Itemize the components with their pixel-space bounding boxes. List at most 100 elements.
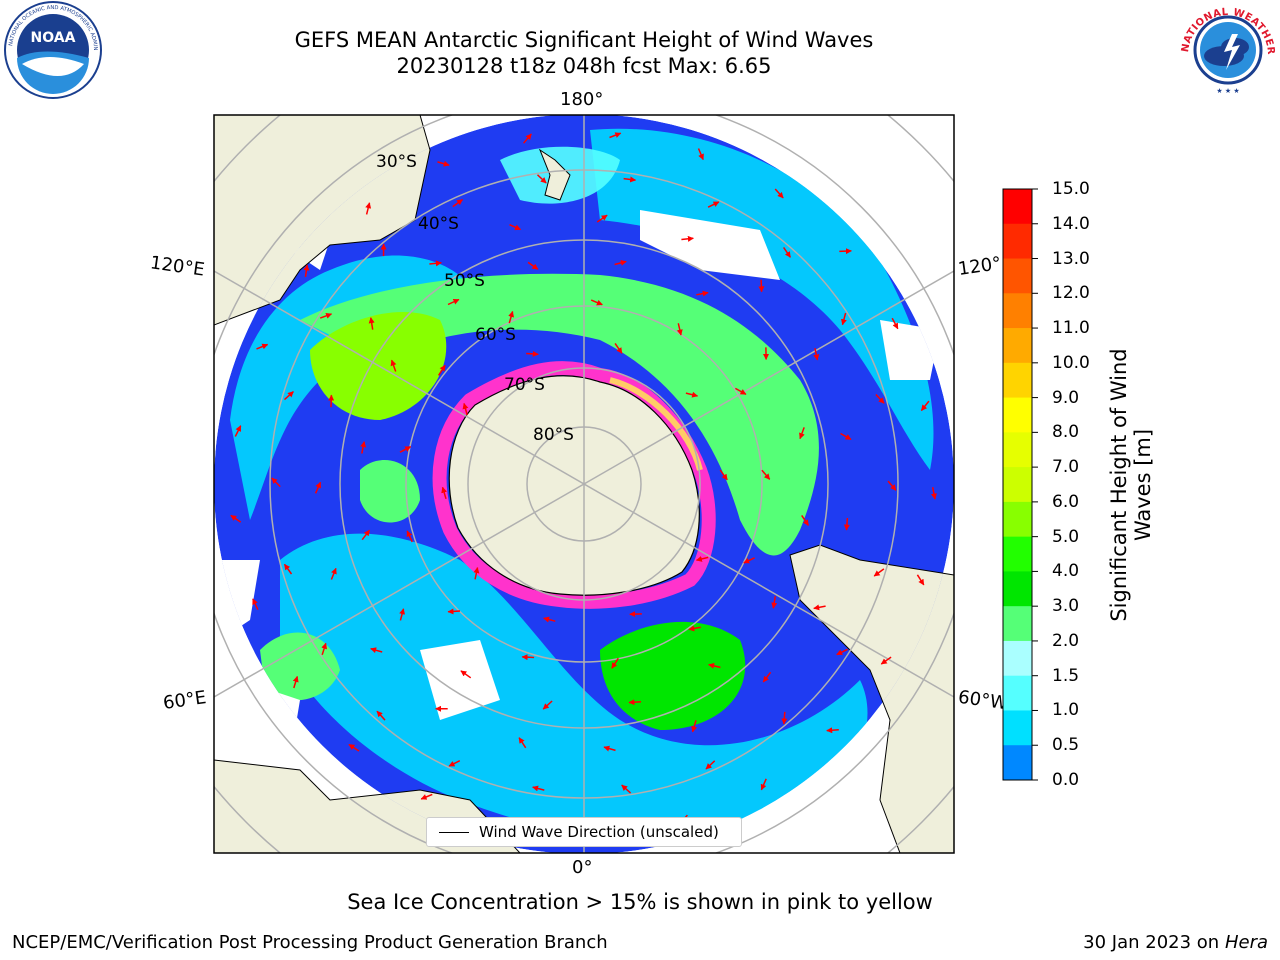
- wind-arrow: [462, 402, 469, 416]
- colorbar-cell: [1003, 640, 1032, 677]
- wind-arrow: [688, 625, 701, 632]
- wind-arrow: [596, 214, 608, 223]
- colorbar-cell: [1003, 745, 1032, 781]
- wind-arrow: [840, 312, 847, 326]
- colorbar-tick-label: 6.0: [1052, 491, 1080, 512]
- wind-arrow: [611, 657, 619, 669]
- wind-arrow: [321, 642, 328, 656]
- lat-label-30s: 30°S: [376, 152, 417, 172]
- colorbar-cell: [1003, 606, 1032, 642]
- colorbar-cell: [1003, 189, 1032, 225]
- wind-arrow: [319, 312, 333, 319]
- colorbar-cell: [1003, 710, 1032, 746]
- colorbar-cell: [1003, 432, 1032, 468]
- wind-arrow: [256, 343, 269, 350]
- wind-arrow: [420, 793, 433, 800]
- wind-arrow: [230, 514, 242, 523]
- map-legend: Wind Wave Direction (unscaled): [426, 817, 742, 847]
- wind-arrow: [685, 391, 699, 398]
- wind-arrow: [799, 427, 805, 440]
- wind-arrow: [695, 556, 709, 562]
- legend-label: Wind Wave Direction (unscaled): [479, 823, 719, 841]
- svg-text:★ ★ ★: ★ ★ ★: [1216, 87, 1239, 95]
- wind-arrow: [603, 745, 616, 752]
- colorbar-tick-label: 11.0: [1052, 318, 1090, 339]
- wind-arrow: [873, 568, 885, 577]
- noaa-logo: NOAA NATIONAL OCEANIC AND ATMOSPHERIC AD…: [2, 0, 102, 99]
- wind-arrow: [758, 279, 765, 293]
- wind-arrow: [447, 608, 461, 615]
- lat-label-70s: 70°S: [504, 375, 545, 395]
- wind-arrow: [441, 486, 448, 500]
- wind-arrow: [628, 699, 642, 706]
- wind-arrow: [813, 604, 826, 611]
- wind-arrow: [390, 359, 397, 372]
- wind-arrow: [774, 188, 784, 199]
- wind-arrow: [590, 299, 603, 306]
- wind-arrow: [508, 310, 515, 324]
- wind-arrow: [696, 290, 709, 297]
- wind-arrow: [891, 317, 899, 330]
- map-title: GEFS MEAN Antarctic Significant Height o…: [294, 28, 874, 52]
- wind-arrow: [523, 133, 532, 144]
- lat-label-40s: 40°S: [418, 214, 459, 234]
- wind-arrow: [614, 342, 623, 354]
- wind-arrow: [314, 481, 322, 494]
- wind-arrow: [771, 596, 778, 609]
- colorbar-tick-label: 14.0: [1052, 213, 1090, 234]
- wind-arrow: [518, 737, 527, 749]
- wind-arrow: [760, 778, 767, 791]
- colorbar-cell: [1003, 293, 1032, 329]
- wind-arrow: [743, 557, 755, 564]
- wind-arrow: [697, 148, 704, 161]
- lon-label-0: 0°: [572, 857, 593, 878]
- colorbar-cell: [1003, 362, 1032, 399]
- wind-arrow: [840, 432, 852, 441]
- colorbar-cell: [1003, 467, 1032, 503]
- colorbar: [1002, 188, 1038, 781]
- wind-arrow: [920, 400, 930, 411]
- colorbar-cell: [1003, 223, 1032, 260]
- lon-label-180: 180°: [560, 89, 604, 110]
- wind-arrow: [437, 364, 446, 376]
- lat-label-50s: 50°S: [444, 271, 485, 291]
- wind-arrow: [543, 616, 556, 623]
- colorbar-tick-label: 12.0: [1052, 283, 1090, 304]
- wind-arrow: [271, 477, 281, 488]
- wind-arrow: [283, 563, 293, 575]
- wind-arrow: [429, 260, 442, 267]
- lat-label-80s: 80°S: [533, 425, 574, 445]
- wind-arrow: [447, 298, 460, 306]
- wind-arrow: [621, 784, 632, 794]
- colorbar-tick-label: 13.0: [1052, 248, 1090, 269]
- colorbar-tick-label: 0.0: [1052, 770, 1080, 790]
- wind-arrow: [509, 224, 522, 231]
- wind-arrow: [623, 176, 637, 183]
- colorbar-tick-label: 2.0: [1052, 630, 1080, 651]
- lat-label-60s: 60°S: [475, 325, 516, 345]
- wind-arrow: [361, 529, 371, 541]
- wind-arrow: [532, 785, 545, 792]
- wind-arrow: [836, 648, 848, 656]
- colorbar-cell: [1003, 258, 1032, 294]
- wind-arrow: [839, 248, 852, 255]
- wind-arrow: [348, 743, 360, 752]
- wind-arrow: [399, 446, 412, 453]
- wind-arrow: [448, 760, 461, 767]
- wind-arrow: [676, 323, 683, 336]
- wind-arrow: [460, 670, 472, 679]
- colorbar-tick-label: 1.0: [1052, 700, 1080, 721]
- wind-arrow: [762, 671, 772, 683]
- wind-arrow: [521, 654, 535, 661]
- wind-arrow: [705, 760, 716, 770]
- wind-arrow: [931, 487, 937, 500]
- footer-credit: NCEP/EMC/Verification Post Processing Pr…: [12, 932, 608, 953]
- wind-arrow: [781, 711, 788, 725]
- wind-arrow: [843, 517, 850, 531]
- wind-arrow: [614, 259, 627, 266]
- wind-arrow: [234, 425, 242, 437]
- sea-ice-note: Sea Ice Concentration > 15% is shown in …: [347, 890, 933, 914]
- wind-arrow: [542, 700, 553, 710]
- colorbar-cell: [1003, 536, 1032, 572]
